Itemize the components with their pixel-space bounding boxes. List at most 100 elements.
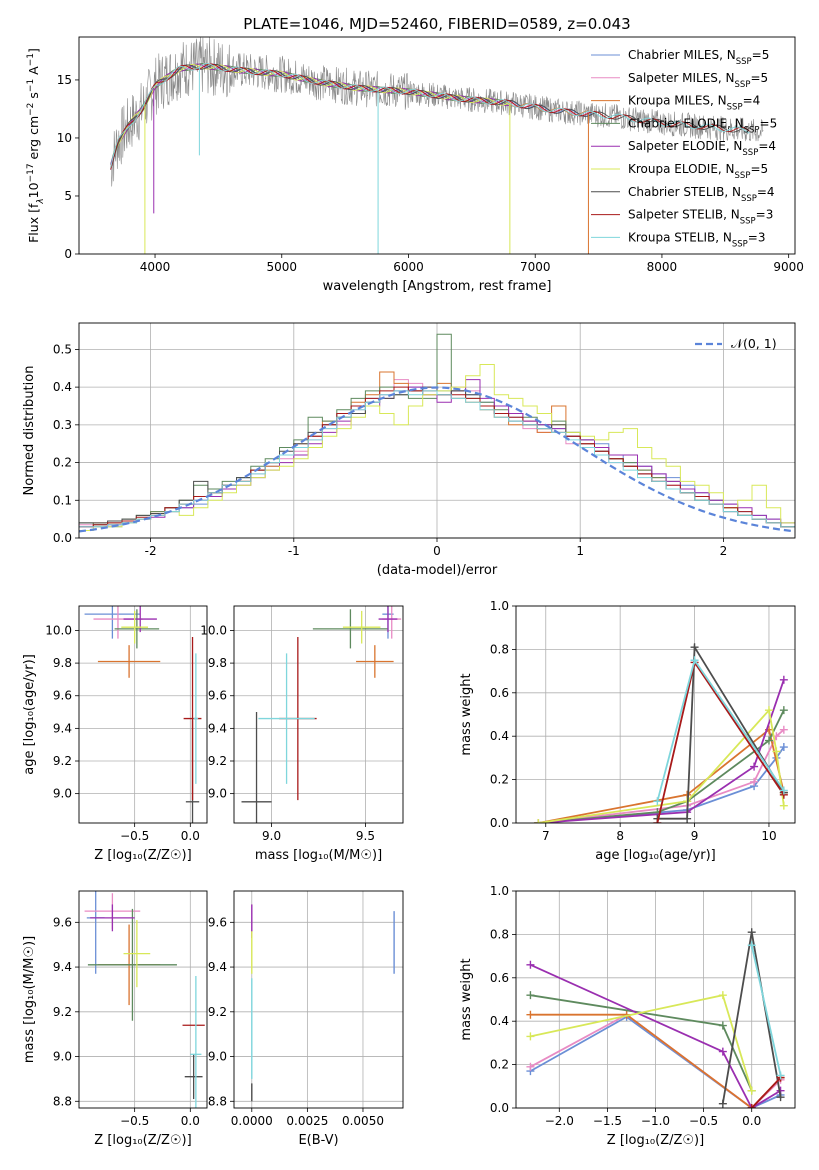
x-tick-label: 0.0 — [181, 1114, 200, 1128]
y-axis-label-part: s — [26, 92, 41, 103]
y-tick-label: 10.0 — [45, 623, 72, 637]
x-tick-label: 8000 — [647, 260, 678, 274]
legend-label-sub: SSP — [744, 125, 760, 135]
series-line — [530, 963, 782, 1108]
y-tick-label: 0 — [64, 247, 72, 261]
y-tick-label: 0.4 — [53, 380, 72, 394]
y-axis-label: Flux [fλ10−17 erg cm−2 s−1 A−1] — [26, 48, 46, 243]
axes-frame — [515, 890, 796, 1109]
x-tick-label: −1.0 — [641, 1114, 670, 1128]
y-axis-label: mass weight — [459, 673, 474, 755]
data-point-marker — [772, 747, 781, 756]
data-point-marker — [750, 762, 759, 771]
y-tick-label: 9.0 — [53, 1050, 72, 1064]
y-tick-label: 8.8 — [53, 1094, 72, 1108]
x-tick-label: 0 — [433, 544, 441, 558]
x-tick-label: −0.5 — [689, 1114, 718, 1128]
series-line — [656, 658, 785, 802]
y-axis-label-part: 10 — [26, 182, 41, 198]
series-line — [538, 679, 785, 823]
data-point-marker — [779, 725, 788, 734]
x-tick-label: 9.0 — [262, 829, 281, 843]
y-tick-label: 1.0 — [490, 599, 509, 613]
y-tick-label: 9.4 — [53, 721, 72, 735]
legend-label-suffix: =3 — [748, 230, 766, 244]
gaussian-curve — [79, 386, 795, 533]
x-tick-label: 0.0 — [181, 829, 200, 843]
series-line — [657, 644, 785, 820]
plot-area — [526, 928, 785, 1108]
y-axis-label-part: Flux [f — [26, 203, 41, 243]
data-point-marker — [653, 819, 662, 823]
y-tick-label: 9.4 — [208, 960, 227, 974]
model-spectrum-line — [110, 63, 593, 170]
y-axis-label-part: A — [26, 66, 41, 79]
legend-label-text: Salpeter MILES, N — [628, 71, 735, 85]
series-line — [530, 994, 753, 1091]
axes-frame — [515, 605, 796, 824]
x-tick-label: 9.5 — [356, 829, 375, 843]
series-line — [751, 1076, 782, 1108]
plot-area — [534, 643, 788, 823]
y-tick-label: 9.6 — [53, 915, 72, 929]
y-tick-label: 0.2 — [53, 456, 72, 470]
legend-label-sub: SSP — [740, 217, 756, 227]
y-tick-label: 0.3 — [53, 418, 72, 432]
x-axis-label: Z [log₁₀(Z/Z☉)] — [607, 1133, 704, 1148]
y-tick-label: 0.1 — [53, 493, 72, 507]
data-point-marker — [690, 643, 699, 652]
legend-label-suffix: =5 — [750, 162, 768, 176]
series-line — [530, 994, 753, 1091]
plot-area — [84, 891, 205, 1108]
y-tick-label: 0.0 — [490, 1101, 509, 1115]
legend-label-suffix: =4 — [758, 139, 776, 153]
x-tick-label: 4000 — [140, 260, 171, 274]
legend-label-sub: SSP — [742, 148, 758, 158]
y-tick-label: 9.2 — [208, 754, 227, 768]
x-axis-label: E(B-V) — [298, 1133, 338, 1148]
x-tick-label: -1 — [288, 544, 300, 558]
legend-label-sub: SSP — [727, 103, 743, 113]
x-axis-label: age [log₁₀(age/yr)] — [595, 848, 716, 863]
x-axis-label: Z [log₁₀(Z/Z☉)] — [94, 1133, 191, 1148]
x-tick-label: -2 — [145, 544, 157, 558]
y-tick-label: 0.8 — [490, 642, 509, 656]
x-axis-label: (data-model)/error — [377, 563, 498, 578]
y-axis-label-part: −2 — [26, 103, 36, 116]
plot-area — [110, 37, 764, 254]
plot-area — [79, 333, 795, 533]
figure-title: PLATE=1046, MJD=52460, FIBERID=0589, z=0… — [243, 15, 630, 33]
y-tick-label: 9.6 — [208, 915, 227, 929]
y-axis-label-part: λ — [36, 198, 46, 204]
y-axis-label-part: −1 — [26, 79, 36, 92]
plot-area — [251, 904, 395, 1102]
axes-frame — [78, 890, 208, 1109]
x-axis-label: mass [log₁₀(M/M☉)] — [255, 848, 382, 863]
y-tick-label: 10 — [57, 131, 72, 145]
x-tick-label: 5000 — [266, 260, 297, 274]
x-axis-label: wavelength [Angstrom, rest frame] — [323, 279, 552, 294]
data-point-marker — [776, 1093, 785, 1102]
data-point-marker — [747, 928, 756, 937]
y-axis-label-part: −1 — [26, 53, 36, 66]
y-tick-label: 9.2 — [53, 754, 72, 768]
axes-frame — [233, 890, 404, 1109]
y-axis-label: age [log₁₀(age/yr)] — [22, 654, 37, 775]
spectrum-panel: 4000 5000 6000 7000 8000 9000 0 5 10 15 wavelength… — [26, 36, 804, 294]
data-point-marker — [779, 706, 788, 715]
x-tick-label: −2.0 — [545, 1114, 574, 1128]
legend-label-text: Chabrier MILES, N — [628, 48, 736, 62]
data-point-marker — [764, 736, 773, 745]
legend-label-text: Chabrier STELIB, N — [628, 185, 741, 199]
x-tick-label: 8 — [616, 829, 624, 843]
y-tick-label: 9.4 — [208, 721, 227, 735]
x-tick-label: 6000 — [393, 260, 424, 274]
data-point-marker — [718, 1047, 727, 1056]
legend-label-sub: SSP — [736, 57, 752, 67]
mass-weight-vs-age-panel: 7 8 9 10 0.0 0.2 0.4 0.6 0.8 1.0 age [log₁₀(age/yr… — [459, 599, 796, 863]
legend-label-text: Salpeter STELIB, N — [628, 208, 740, 222]
legend-label-suffix: =4 — [743, 94, 761, 108]
legend-label: Salpeter STELIB, NSSP=3 — [628, 208, 773, 227]
y-tick-label: 0.6 — [490, 686, 509, 700]
